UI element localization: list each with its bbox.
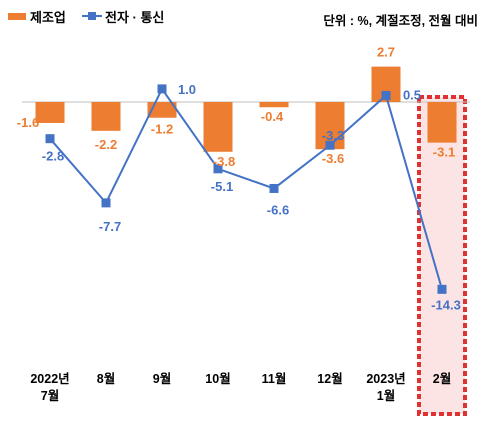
line-point-electronics: [157, 84, 167, 94]
x-tick-label: 2022년: [30, 372, 69, 386]
line-point-electronics: [213, 164, 223, 174]
x-tick-label: 9월: [153, 371, 171, 386]
line-point-electronics: [325, 140, 335, 150]
line-point-electronics: [45, 134, 55, 144]
bar-manufacturing: [147, 102, 177, 118]
line-point-electronics: [437, 284, 447, 294]
line-point-electronics: [381, 90, 391, 100]
data-label-manufacturing: -0.4: [261, 109, 284, 124]
bar-manufacturing: [203, 102, 233, 152]
data-label-electronics: 0.5: [403, 87, 421, 102]
data-label-manufacturing: -1.2: [151, 122, 173, 137]
x-tick-label: 7월: [41, 388, 59, 403]
x-tick-label: 11월: [262, 371, 287, 386]
data-label-manufacturing: -3.8: [213, 154, 235, 169]
data-label-manufacturing: -3.1: [433, 145, 455, 160]
bar-manufacturing: [259, 102, 289, 108]
data-label-manufacturing: -3.6: [322, 151, 344, 166]
x-tick-label: 8월: [97, 371, 115, 386]
bar-manufacturing: [427, 102, 457, 143]
legend-marker-electronics: [88, 12, 96, 20]
data-label-manufacturing: -1.6: [17, 115, 39, 130]
bar-manufacturing: [91, 102, 121, 131]
data-label-manufacturing: -2.2: [95, 137, 117, 152]
legend-swatch-manufacturing: [8, 13, 26, 20]
data-label-electronics: -2.8: [42, 149, 64, 164]
highlight-box: [417, 95, 467, 416]
data-label-electronics: -3.3: [322, 128, 344, 143]
legend-label-manufacturing: 제조업: [30, 10, 66, 25]
legend-label-electronics: 전자 · 통신: [105, 10, 164, 25]
data-label-manufacturing: 2.7: [377, 45, 395, 60]
unit-note: 단위 : %, 계절조정, 전월 대비: [323, 13, 478, 28]
x-tick-label: 10월: [205, 371, 230, 386]
line-point-electronics: [269, 183, 279, 193]
line-point-electronics: [101, 198, 111, 208]
data-label-electronics: -14.3: [431, 297, 461, 312]
x-tick-label: 2023년: [366, 372, 405, 386]
data-label-electronics: 1.0: [178, 82, 196, 97]
bar-manufacturing: [35, 102, 65, 123]
data-label-electronics: -5.1: [211, 179, 233, 194]
series-line-electronics: [49, 86, 443, 290]
x-tick-label: 12월: [317, 371, 342, 386]
x-tick-label: 1월: [377, 388, 395, 403]
data-label-electronics: -6.6: [267, 202, 289, 217]
data-label-electronics: -7.7: [99, 219, 121, 234]
x-tick-label: 2월: [433, 371, 451, 386]
